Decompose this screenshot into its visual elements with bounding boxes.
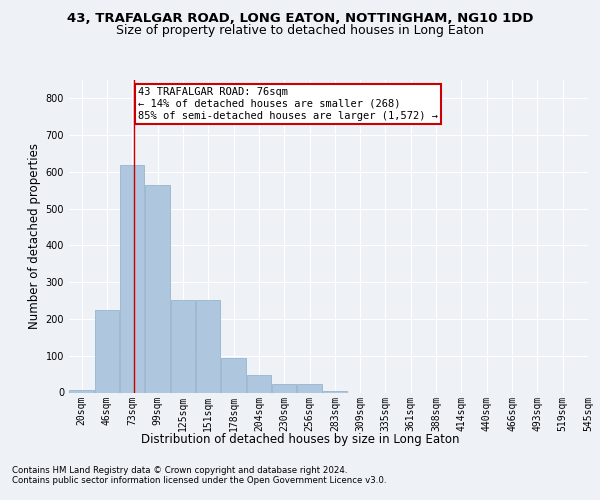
- Text: 43 TRAFALGAR ROAD: 76sqm
← 14% of detached houses are smaller (268)
85% of semi-: 43 TRAFALGAR ROAD: 76sqm ← 14% of detach…: [138, 88, 438, 120]
- Bar: [221, 358, 246, 392]
- Bar: [171, 300, 195, 392]
- Bar: [95, 310, 119, 392]
- Text: Contains HM Land Registry data © Crown copyright and database right 2024.: Contains HM Land Registry data © Crown c…: [12, 466, 347, 475]
- Bar: [120, 164, 145, 392]
- Bar: [145, 185, 170, 392]
- Text: Contains public sector information licensed under the Open Government Licence v3: Contains public sector information licen…: [12, 476, 386, 485]
- Bar: [247, 375, 271, 392]
- Bar: [323, 390, 347, 392]
- Bar: [298, 384, 322, 392]
- Text: Distribution of detached houses by size in Long Eaton: Distribution of detached houses by size …: [141, 432, 459, 446]
- Bar: [272, 384, 296, 392]
- Y-axis label: Number of detached properties: Number of detached properties: [28, 143, 41, 329]
- Text: 43, TRAFALGAR ROAD, LONG EATON, NOTTINGHAM, NG10 1DD: 43, TRAFALGAR ROAD, LONG EATON, NOTTINGH…: [67, 12, 533, 26]
- Text: Size of property relative to detached houses in Long Eaton: Size of property relative to detached ho…: [116, 24, 484, 37]
- Bar: [70, 390, 94, 392]
- Bar: [196, 300, 220, 392]
